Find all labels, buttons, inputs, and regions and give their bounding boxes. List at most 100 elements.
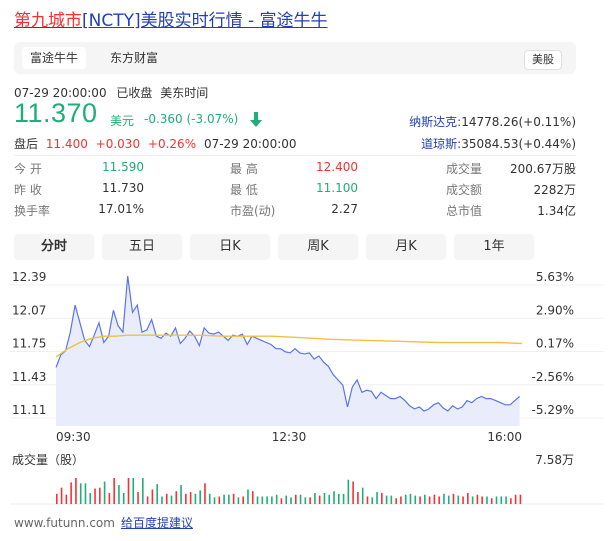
volume-bar: [204, 483, 206, 504]
index-nasdaq-name[interactable]: 纳斯达克:: [409, 115, 462, 129]
volume-bar: [457, 495, 460, 504]
feedback-link[interactable]: 给百度提建议: [120, 516, 193, 530]
stats-grid: 今 开 11.590 昨 收 11.730 换手率 17.01% 最 高 12.…: [14, 160, 576, 222]
volume-bar: [118, 485, 120, 504]
volume-bar: [247, 489, 249, 504]
tab-intraday[interactable]: 分时: [14, 234, 94, 260]
volume-bar: [79, 483, 82, 504]
y-tick-right: -2.56%: [532, 370, 574, 384]
price-area: [56, 276, 520, 426]
intraday-chart-svg[interactable]: 12.39 5.63% 12.07 2.90% 11.75 0.17% 11.43 -2.56…: [0, 264, 614, 514]
average-line: [55, 334, 523, 358]
after-hours-label: 盘后: [14, 137, 39, 151]
volume-bar: [256, 496, 259, 504]
volume-bar: [242, 496, 244, 504]
current-price: 11.370: [14, 98, 98, 128]
volume-bar: [514, 494, 517, 504]
stat-market-cap-label: 总市值: [446, 204, 483, 218]
volume-bar: [385, 495, 388, 504]
volume-bar: [185, 493, 187, 504]
stat-open-value: 11.590: [102, 160, 144, 174]
tab-eastmoney-label: 东方财富: [110, 51, 159, 65]
volume-bar: [65, 494, 68, 504]
down-arrow-icon: [250, 112, 262, 132]
volume-bar: [165, 493, 168, 504]
volume-bar: [228, 494, 230, 504]
after-hours-line: 盘后 11.400 +0.030 +0.26% 07-29 20:00:00: [14, 135, 297, 152]
volume-bar: [113, 478, 115, 504]
stat-prev-close-label: 昨 收: [14, 183, 42, 197]
volume-bar: [146, 496, 149, 504]
after-hours-price: 11.400: [45, 137, 88, 151]
divider: [14, 155, 576, 156]
volume-bar: [180, 485, 182, 504]
index-dow-name[interactable]: 道琼斯:: [421, 137, 462, 151]
tab-eastmoney[interactable]: 东方财富: [102, 47, 166, 69]
tab-daily-k[interactable]: 日K: [190, 234, 270, 260]
volume-bar: [194, 493, 197, 504]
volume-bar: [161, 496, 163, 504]
y-tick-right: -5.29%: [532, 403, 574, 417]
page-title[interactable]: 第九城市[NCTY]美股实时行情 - 富途牛牛: [14, 6, 328, 31]
volume-bar: [342, 493, 345, 504]
index-dow-value: 35084.53(+0.44%): [461, 137, 576, 151]
volume-bar: [261, 496, 264, 504]
volume-bar: [314, 492, 316, 504]
stat-prev-close-value: 11.730: [102, 181, 144, 195]
volume-bar: [89, 492, 92, 504]
volume-bar: [376, 492, 378, 504]
volume-bar: [108, 492, 111, 504]
title-stock-name[interactable]: 第九城市: [14, 11, 82, 31]
title-rest[interactable]: [NCTY]美股实时行情 - 富途牛牛: [82, 11, 328, 31]
stat-turnover-label: 换手率: [14, 204, 51, 218]
status-line: 07-29 20:00:00 已收盘 美东时间: [14, 84, 208, 101]
volume-bar: [94, 488, 96, 504]
stat-high-value: 12.400: [316, 160, 358, 174]
volume-bar: [137, 492, 139, 504]
stat-pe-label: 市盈(动): [230, 204, 276, 218]
volume-bar: [142, 478, 144, 504]
volume-bar: [266, 496, 268, 504]
volume-bar: [328, 494, 331, 504]
volume-bar: [189, 492, 192, 504]
tab-monthly-k[interactable]: 月K: [366, 234, 446, 260]
volume-bar: [337, 493, 340, 504]
tab-futu-label: 富途牛牛: [30, 51, 79, 65]
stat-volume-label: 成交量: [446, 162, 483, 176]
index-nasdaq[interactable]: 纳斯达克:14778.26(+0.11%): [409, 113, 576, 130]
x-tick: 16:00: [487, 430, 522, 444]
volume-bar: [476, 494, 479, 504]
tab-1year[interactable]: 1年: [454, 234, 534, 260]
volume-bar: [218, 496, 221, 504]
intraday-chart[interactable]: 12.39 5.63% 12.07 2.90% 11.75 0.17% 11.43 -2.56…: [0, 264, 614, 514]
index-dow[interactable]: 道琼斯:35084.53(+0.44%): [421, 135, 576, 152]
tab-futu[interactable]: 富途牛牛: [22, 47, 87, 69]
stat-low-label: 最 低: [230, 183, 258, 197]
y-tick-left: 11.43: [12, 370, 46, 384]
tab-5day[interactable]: 五日: [102, 234, 182, 260]
volume-bar: [447, 495, 450, 504]
stat-open-label: 今 开: [14, 162, 42, 176]
volume-bar: [237, 497, 240, 504]
after-hours-pct: +0.26%: [147, 137, 197, 151]
volume-bar: [199, 490, 201, 504]
volume-bar: [99, 487, 101, 504]
volume-bar: [132, 478, 135, 504]
volume-bar: [304, 497, 307, 504]
volume-bar: [381, 492, 383, 504]
price-currency: 美元: [110, 114, 135, 128]
status-zone: 美东时间: [160, 86, 209, 100]
volume-bar: [56, 493, 58, 504]
stat-amount-label: 成交额: [446, 183, 483, 197]
volume-bar: [347, 479, 350, 504]
volume-bar: [505, 496, 507, 504]
y-tick-right: 5.63%: [536, 270, 574, 284]
y-tick-left: 12.39: [12, 270, 46, 284]
volume-bar: [75, 478, 77, 504]
y-tick-left: 12.07: [12, 303, 46, 317]
tab-weekly-k[interactable]: 周K: [278, 234, 358, 260]
volume-bar: [271, 496, 273, 504]
volume-bar: [361, 487, 364, 504]
volume-bar: [452, 493, 455, 504]
footer-site[interactable]: www.futunn.com: [14, 516, 115, 530]
